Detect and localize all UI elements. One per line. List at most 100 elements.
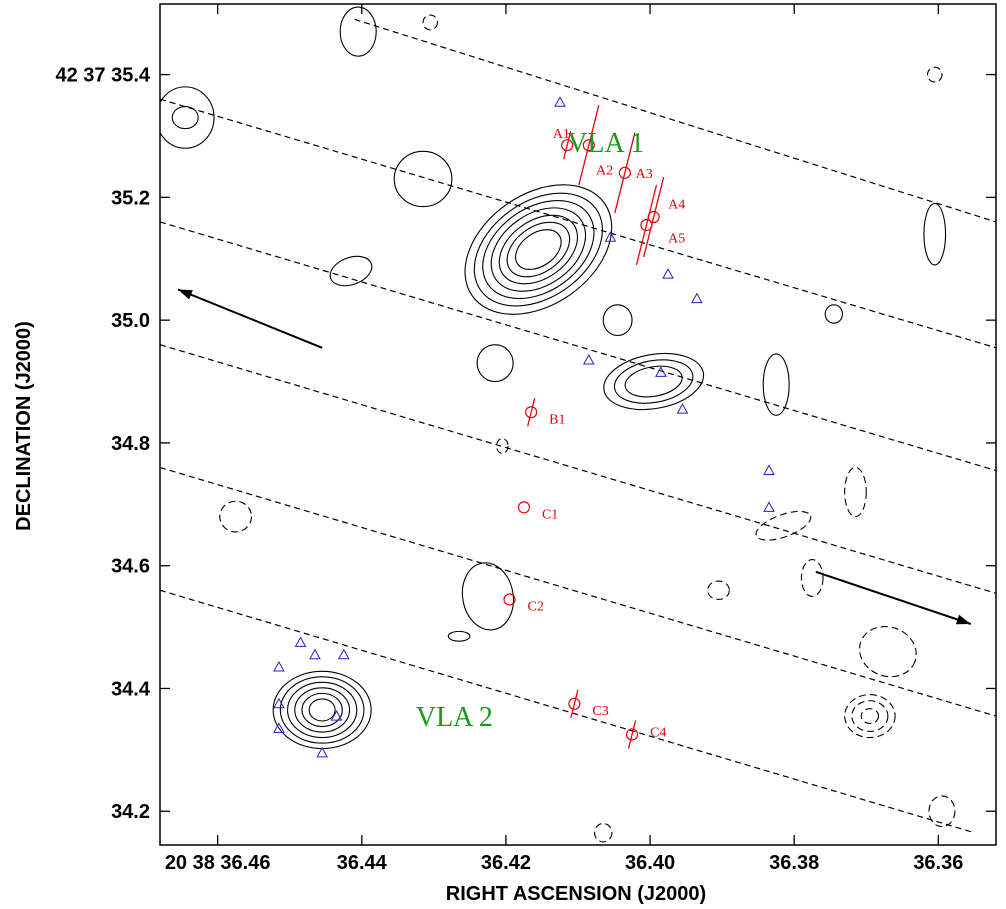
source-label-vla-1: VLA 1 bbox=[567, 128, 644, 159]
source-labels: VLA 1 VLA 2 bbox=[416, 128, 644, 733]
maser-a4-label: A4 bbox=[668, 198, 685, 213]
maser-a2-circle bbox=[582, 139, 595, 152]
maser-b1-bar bbox=[527, 398, 536, 427]
triangle-marker-15 bbox=[330, 710, 343, 721]
contour-1-level-5 bbox=[482, 199, 595, 300]
triangle-marker-8 bbox=[763, 464, 775, 476]
y-tick-label-2: 35.2 bbox=[111, 187, 150, 209]
contour-3-level-3 bbox=[603, 352, 705, 411]
maser-c4-bar bbox=[627, 720, 637, 749]
arrow-1-shaft bbox=[177, 288, 323, 349]
contour-10-level-1 bbox=[923, 202, 947, 266]
contour-2-level-5 bbox=[279, 676, 365, 744]
dashed-line-4 bbox=[160, 344, 996, 594]
contour-2-level-2 bbox=[301, 692, 343, 728]
triangles bbox=[273, 96, 775, 758]
dashed-line-6 bbox=[160, 589, 975, 834]
negative-contour-1-level-3 bbox=[844, 694, 896, 739]
maser-a5-circle bbox=[640, 218, 653, 232]
negative-contours bbox=[219, 14, 956, 843]
maser-a2-bar bbox=[578, 105, 600, 186]
x-axis-title: RIGHT ASCENSION (J2000) bbox=[446, 883, 706, 905]
contour-1-level-7 bbox=[464, 184, 613, 315]
dashed-line-5 bbox=[160, 466, 996, 717]
dashed-line-1 bbox=[354, 18, 996, 223]
y-tick-label-5: 34.6 bbox=[111, 556, 150, 578]
contour-5-level-2 bbox=[160, 86, 215, 149]
negative-contour-4-level-1 bbox=[844, 466, 867, 518]
contour-1-level-4 bbox=[490, 207, 587, 292]
negative-contour-2-level-1 bbox=[858, 625, 917, 678]
maser-a1-bar bbox=[563, 131, 572, 160]
triangle-marker-7 bbox=[676, 403, 689, 414]
negative-contour-12-level-1 bbox=[422, 14, 439, 31]
negative-contour-11-level-1 bbox=[926, 66, 943, 83]
contour-13-level-1 bbox=[824, 304, 844, 324]
maser-a3-bar bbox=[614, 132, 636, 213]
triangle-marker-13 bbox=[273, 660, 285, 672]
arrows bbox=[177, 288, 972, 625]
maser-a1-circle bbox=[561, 139, 574, 152]
arrow-2-head bbox=[955, 614, 971, 625]
contour-8-level-1 bbox=[602, 304, 633, 337]
triangle-marker-6 bbox=[655, 366, 667, 377]
maser-a4-bar bbox=[643, 176, 665, 258]
triangle-marker-10 bbox=[294, 636, 307, 647]
arrow-1-head bbox=[178, 289, 193, 300]
triangle-marker-2 bbox=[604, 231, 617, 242]
triangle-marker-4 bbox=[691, 292, 703, 304]
contour-2-level-1 bbox=[308, 698, 336, 722]
x-tick-label-1: 20 38 36.46 bbox=[165, 852, 271, 874]
x-tick-label-2: 36.44 bbox=[337, 852, 388, 874]
contour-2-level-3 bbox=[294, 687, 351, 733]
maser-c4-label: C4 bbox=[650, 725, 666, 740]
maser-a5-bar bbox=[635, 184, 658, 266]
triangle-marker-14 bbox=[273, 697, 285, 709]
y-tick-label-4: 34.8 bbox=[111, 433, 150, 455]
maser-b1-label: B1 bbox=[549, 412, 565, 427]
source-label-vla-2: VLA 2 bbox=[416, 702, 493, 733]
contour-12-level-1 bbox=[339, 6, 377, 57]
contour-1-level-6 bbox=[473, 192, 603, 307]
maser-a3-label: A3 bbox=[636, 167, 653, 182]
dashed-lines bbox=[160, 18, 996, 834]
contour-11-level-1 bbox=[329, 255, 373, 287]
contour-3-level-2 bbox=[613, 359, 694, 404]
contours bbox=[160, 6, 947, 750]
y-tick-label-7: 34.2 bbox=[111, 801, 150, 823]
contour-9-level-1 bbox=[762, 353, 790, 416]
maser-a5-label: A5 bbox=[668, 231, 685, 246]
dashed-line-3 bbox=[160, 221, 996, 472]
triangle-marker-17 bbox=[316, 746, 329, 758]
contour-14-level-1 bbox=[447, 630, 471, 642]
contour-7-level-1 bbox=[461, 562, 514, 631]
negative-contour-1-level-1 bbox=[860, 708, 880, 725]
triangle-marker-3 bbox=[662, 268, 674, 279]
negative-contour-7-level-1 bbox=[707, 580, 730, 601]
contour-3-level-1 bbox=[624, 365, 683, 398]
maser-a2-label: A2 bbox=[596, 164, 613, 179]
negative-contour-1-level-2 bbox=[851, 700, 889, 732]
contour-2-level-4 bbox=[287, 681, 358, 739]
negative-contour-9-level-1 bbox=[594, 822, 613, 843]
triangle-marker-9 bbox=[763, 501, 775, 512]
y-axis-title: DECLINATION (J2000) bbox=[13, 321, 35, 531]
y-tick-label-6: 34.4 bbox=[111, 678, 151, 700]
negative-contour-5-level-1 bbox=[219, 500, 253, 533]
plot-frame bbox=[159, 3, 997, 846]
y-tick-label-3: 35.0 bbox=[111, 310, 150, 332]
contour-1-level-2 bbox=[506, 221, 571, 278]
dashed-line-2 bbox=[160, 98, 996, 349]
x-tick-label-6: 36.36 bbox=[913, 852, 963, 874]
maser-c4-circle bbox=[625, 728, 639, 741]
contour-5-level-1 bbox=[171, 105, 199, 130]
maser-c2-label: C2 bbox=[528, 600, 544, 615]
negative-contour-3-level-1 bbox=[755, 510, 812, 541]
negative-contour-6-level-1 bbox=[800, 559, 824, 597]
maser-b1-circle bbox=[525, 406, 538, 419]
maser-a1-label: A1 bbox=[553, 127, 570, 142]
contour-6-level-1 bbox=[476, 344, 514, 383]
x-tick-label-4: 36.40 bbox=[625, 852, 675, 874]
maser-c1-circle bbox=[517, 501, 531, 514]
